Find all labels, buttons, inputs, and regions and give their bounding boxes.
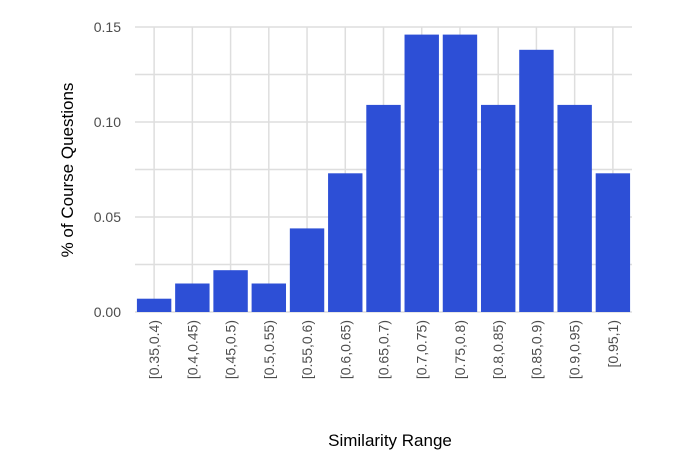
x-tick-label: [0.6,0.65): [337, 320, 353, 379]
x-tick-label: [0.45,0.5): [223, 320, 239, 379]
x-tick-label: [0.65,0.7): [376, 320, 392, 379]
x-tick-label: [0.4,0.45): [184, 320, 200, 379]
x-tick-labels: [0.35,0.4) [0.4,0.45) [0.45,0.5) [0.5,0.55)…: [146, 320, 621, 379]
x-axis-title: Similarity Range: [328, 431, 452, 450]
x-tick-label: [0.7,0.75): [414, 320, 430, 379]
bar: [328, 173, 363, 312]
x-tick-label: [0.95,1): [605, 320, 621, 367]
y-axis-title: % of Course Questions: [58, 83, 77, 258]
bar: [136, 298, 172, 312]
x-tick-label: [0.85,0.9): [528, 320, 544, 379]
bar: [557, 104, 592, 313]
bar: [366, 104, 401, 313]
bar: [404, 34, 439, 312]
bar: [442, 34, 478, 312]
y-tick-label: 0.00: [94, 304, 121, 320]
bar: [480, 104, 516, 313]
bar: [213, 270, 248, 312]
bar: [251, 283, 287, 312]
x-tick-label: [0.9,0.95): [567, 320, 583, 379]
y-tick-label: 0.15: [94, 19, 121, 35]
bar: [595, 173, 631, 312]
x-tick-label: [0.55,0.6): [299, 320, 315, 379]
y-tick-labels: 0.00 0.05 0.10 0.15: [94, 19, 121, 320]
y-tick-label: 0.05: [94, 209, 121, 225]
x-tick-label: [0.75,0.8): [452, 320, 468, 379]
x-tick-label: [0.35,0.4): [146, 320, 162, 379]
bar: [289, 228, 325, 312]
bar: [175, 283, 210, 312]
bar: [519, 49, 554, 313]
bars: [136, 34, 631, 313]
x-tick-label: [0.5,0.55): [261, 320, 277, 379]
y-tick-label: 0.10: [94, 114, 121, 130]
x-tick-label: [0.8,0.85): [490, 320, 506, 379]
